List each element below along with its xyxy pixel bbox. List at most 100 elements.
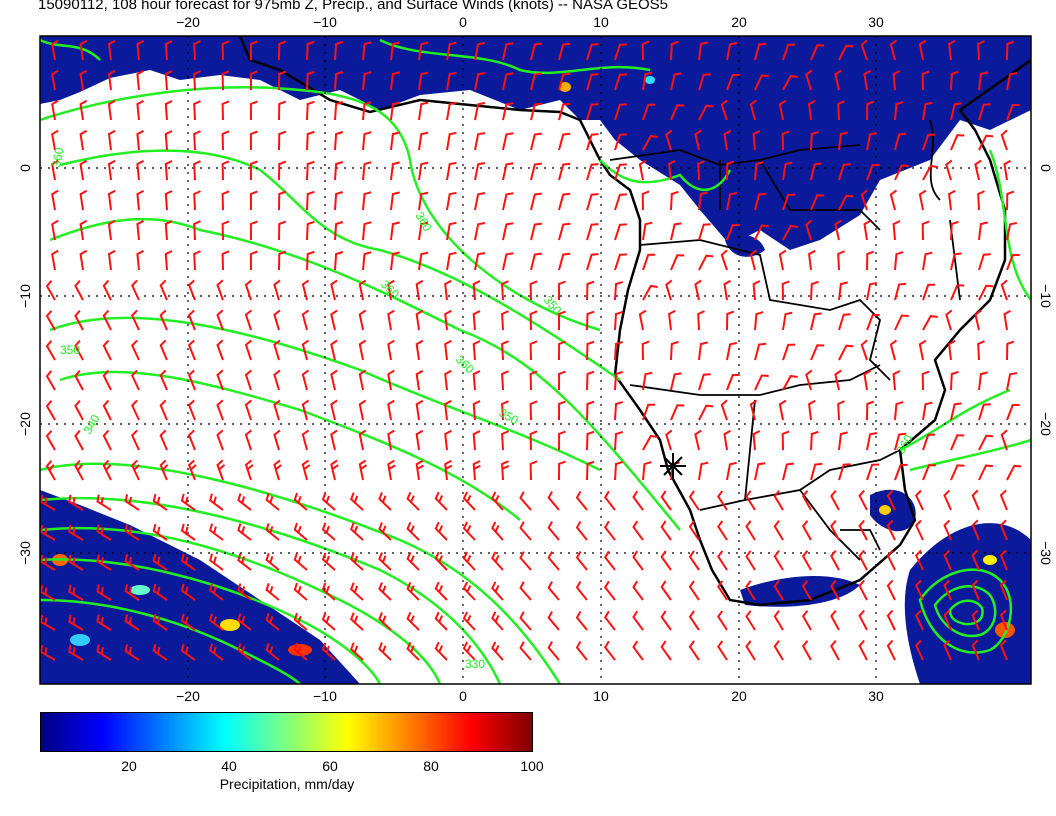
wind-barb	[124, 494, 140, 511]
wind-barb	[688, 640, 700, 661]
wind-barb	[187, 309, 196, 331]
wind-barb	[362, 251, 372, 271]
wind-barb	[209, 643, 224, 661]
wind-barb	[974, 159, 982, 181]
wind-barb	[530, 132, 542, 151]
lat-label-right: −10	[1038, 284, 1054, 308]
wind-barb	[754, 311, 764, 331]
wind-barb	[415, 279, 424, 301]
wind-barb	[502, 102, 514, 121]
wind-barb	[415, 429, 424, 451]
wind-barb	[1006, 222, 1018, 241]
wind-barb	[694, 129, 702, 151]
wind-barb	[547, 551, 560, 571]
wind-barb	[950, 134, 965, 151]
wind-barb	[362, 221, 372, 241]
wind-barb	[273, 279, 281, 301]
wind-barb	[1000, 129, 1008, 151]
wind-barb	[164, 100, 173, 121]
wind-barb	[164, 40, 173, 61]
wind-barb	[249, 40, 258, 61]
wind-barb	[971, 579, 980, 601]
wind-barb	[301, 459, 311, 481]
wind-barb	[614, 133, 627, 151]
wind-barb	[978, 434, 994, 451]
wind-barb	[216, 429, 224, 451]
wind-barb	[838, 163, 851, 181]
wind-barb	[152, 493, 168, 511]
wind-barb	[273, 429, 281, 451]
wind-barb	[665, 129, 673, 151]
wind-barb	[688, 580, 700, 601]
lat-label-right: −30	[1038, 541, 1054, 565]
wind-barb	[529, 430, 538, 451]
wind-barb	[838, 131, 848, 151]
wind-barb	[350, 552, 364, 571]
wind-barb	[131, 279, 140, 301]
wind-barb	[781, 280, 790, 301]
wind-barb	[434, 521, 448, 541]
wind-barb	[193, 40, 201, 61]
wind-barb	[474, 252, 486, 271]
wind-barb	[889, 339, 898, 361]
wind-barb	[808, 249, 816, 271]
wind-barb	[614, 163, 627, 181]
wind-barb	[978, 371, 988, 391]
wind-barb	[575, 520, 588, 541]
wind-barb	[415, 399, 424, 421]
wind-barb	[866, 432, 878, 451]
wind-barb	[886, 609, 896, 631]
wind-barb	[152, 613, 168, 631]
wind-barb	[950, 434, 965, 451]
wind-barb	[614, 73, 627, 91]
wind-barb	[773, 610, 784, 631]
wind-barb	[244, 459, 254, 481]
wind-barb	[474, 42, 486, 61]
wind-barb	[472, 310, 481, 331]
wind-barb	[378, 552, 392, 571]
wind-barb	[915, 579, 924, 601]
wind-barb	[858, 549, 868, 571]
wind-barb	[136, 40, 145, 61]
wind-barb	[801, 640, 812, 661]
wind-barb	[529, 280, 538, 301]
wind-barb	[136, 160, 145, 181]
wind-barb	[558, 192, 571, 211]
wind-barb	[45, 400, 56, 421]
wind-barb	[51, 219, 59, 241]
wind-barb	[547, 641, 560, 661]
wind-barb	[221, 40, 230, 61]
wind-barb	[977, 340, 985, 361]
wind-barb	[688, 490, 700, 511]
wind-barb	[670, 190, 679, 211]
wind-barb	[547, 611, 560, 631]
wind-barb	[858, 579, 868, 601]
wind-barb	[1006, 464, 1022, 481]
wind-barb	[278, 130, 287, 151]
wind-barb	[216, 339, 224, 361]
wind-barb	[838, 313, 851, 331]
wind-barb	[603, 520, 616, 541]
wind-barb	[782, 343, 796, 361]
wind-barb	[688, 520, 700, 541]
wind-barb	[79, 219, 88, 241]
wind-barb	[950, 402, 962, 421]
wind-barb	[249, 100, 258, 121]
wind-barb	[265, 612, 280, 631]
wind-barb	[999, 489, 1008, 511]
wind-barb	[889, 189, 898, 211]
wind-barb	[502, 42, 514, 61]
wind-barb	[558, 370, 566, 391]
wind-barb	[858, 519, 868, 541]
wind-barb	[632, 610, 644, 631]
wind-barb	[444, 429, 452, 451]
wind-barb	[921, 70, 930, 91]
wind-barb	[293, 492, 308, 511]
lon-label-bottom: −20	[176, 688, 200, 704]
wind-barb	[547, 491, 560, 511]
wind-barb	[321, 552, 336, 571]
wind-barb	[334, 41, 344, 61]
wind-barb	[726, 192, 738, 211]
wind-barb	[221, 160, 230, 181]
wind-barb	[922, 133, 936, 151]
